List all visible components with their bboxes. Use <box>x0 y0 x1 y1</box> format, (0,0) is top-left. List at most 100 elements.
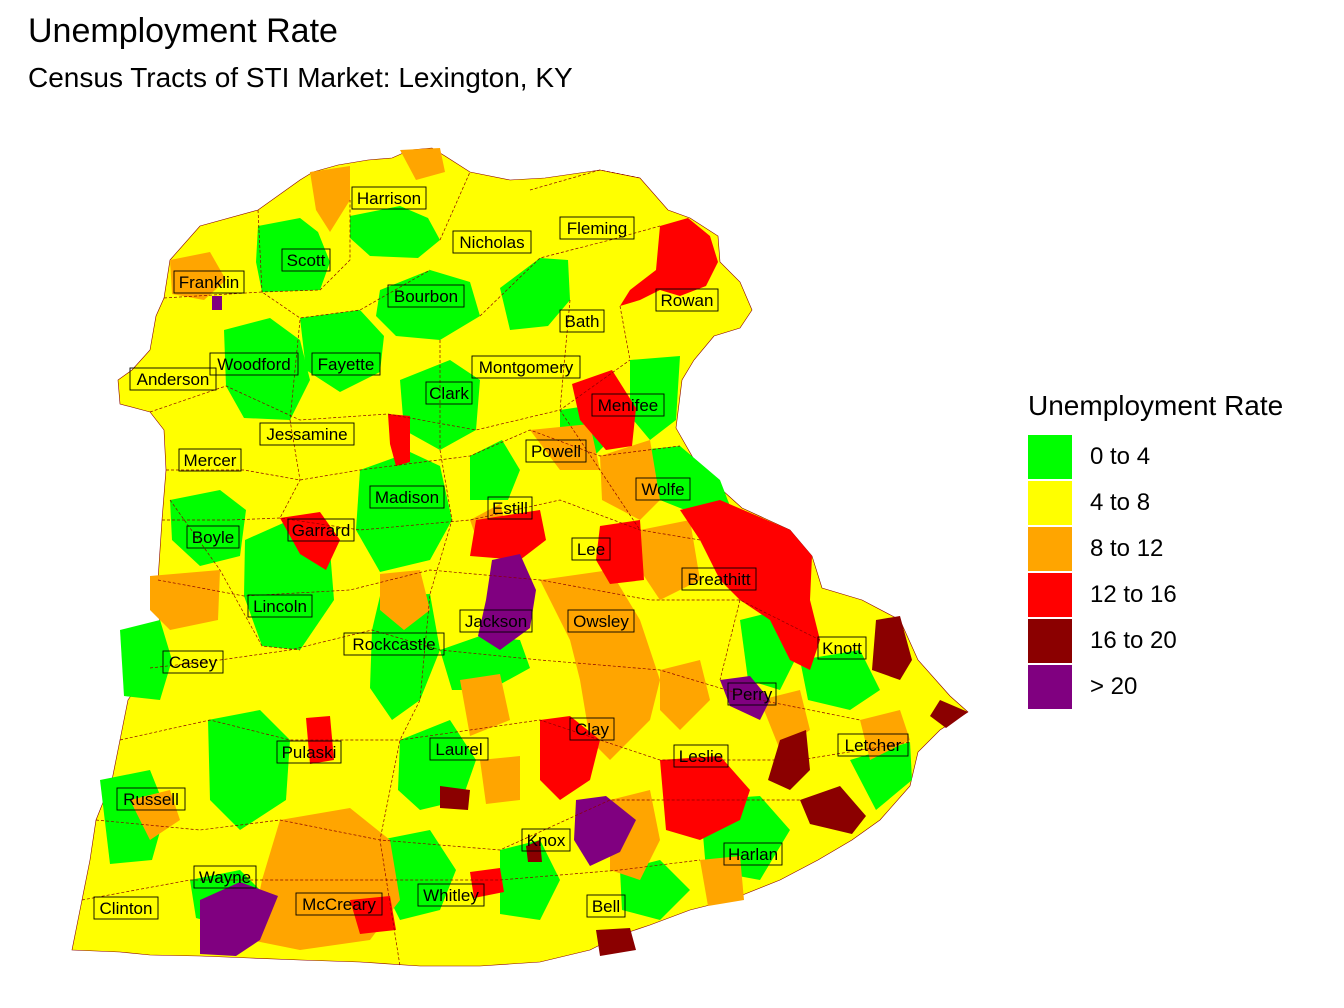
svg-text:Clark: Clark <box>429 384 469 403</box>
legend-label: > 20 <box>1090 673 1138 700</box>
svg-text:Nicholas: Nicholas <box>459 233 524 252</box>
legend-item: > 20 <box>1028 664 1283 710</box>
tracts-8-to-12 <box>130 148 910 950</box>
legend-label: 0 to 4 <box>1090 443 1151 470</box>
county-label: Montgomery <box>471 355 581 379</box>
svg-text:Knott: Knott <box>822 639 862 658</box>
svg-text:Jackson: Jackson <box>465 612 527 631</box>
legend-items: 0 to 4 4 to 8 8 to 12 12 to 16 16 to 20 … <box>1028 434 1283 710</box>
county-label: Bell <box>586 894 626 918</box>
svg-text:Clinton: Clinton <box>100 899 153 918</box>
svg-text:Boyle: Boyle <box>192 528 235 547</box>
legend: Unemployment Rate 0 to 4 4 to 8 8 to 12 … <box>1028 390 1283 710</box>
svg-text:Franklin: Franklin <box>179 273 239 292</box>
legend-item: 8 to 12 <box>1028 526 1283 572</box>
county-label: Laurel <box>429 737 489 761</box>
svg-text:Powell: Powell <box>531 442 581 461</box>
svg-text:Madison: Madison <box>375 488 439 507</box>
svg-text:Casey: Casey <box>169 653 218 672</box>
county-label: Perry <box>727 682 777 706</box>
svg-text:Fayette: Fayette <box>318 355 375 374</box>
svg-text:Laurel: Laurel <box>435 740 482 759</box>
county-label: McCreary <box>295 892 383 916</box>
map-title: Unemployment Rate <box>28 12 338 50</box>
county-label: Estill <box>487 496 533 520</box>
county-label: Lee <box>571 537 611 561</box>
svg-text:Anderson: Anderson <box>137 370 210 389</box>
county-label: Letcher <box>837 733 909 757</box>
legend-swatch <box>1028 665 1072 709</box>
svg-text:Rowan: Rowan <box>661 291 714 310</box>
svg-text:Scott: Scott <box>287 251 326 270</box>
county-label: Knott <box>817 636 867 660</box>
svg-text:Fleming: Fleming <box>567 219 627 238</box>
county-label: Breathitt <box>681 567 757 591</box>
legend-label: 4 to 8 <box>1090 489 1151 516</box>
county-label: Bourbon <box>387 284 465 308</box>
legend-swatch <box>1028 435 1072 479</box>
county-label: Nicholas <box>452 230 532 254</box>
choropleth-map: Harrison Fleming Nicholas Scott Franklin… <box>71 147 969 967</box>
legend-item: 0 to 4 <box>1028 434 1283 480</box>
svg-text:Montgomery: Montgomery <box>479 358 574 377</box>
county-label: Russell <box>116 787 186 811</box>
svg-text:McCreary: McCreary <box>302 895 376 914</box>
svg-text:Lincoln: Lincoln <box>253 597 307 616</box>
legend-item: 12 to 16 <box>1028 572 1283 618</box>
county-label: Owsley <box>567 609 635 633</box>
svg-text:Wayne: Wayne <box>199 868 251 887</box>
svg-text:Harlan: Harlan <box>728 845 778 864</box>
county-label: Fleming <box>559 216 635 240</box>
svg-text:Knox: Knox <box>527 831 566 850</box>
svg-text:Perry: Perry <box>732 685 773 704</box>
svg-text:Wolfe: Wolfe <box>641 480 684 499</box>
county-label: Jessamine <box>259 422 355 446</box>
legend-swatch <box>1028 527 1072 571</box>
county-label: Clinton <box>93 896 159 920</box>
county-label: Garrard <box>287 518 355 542</box>
svg-text:Mercer: Mercer <box>184 451 237 470</box>
county-label: Madison <box>369 485 445 509</box>
county-label: Rockcastle <box>343 632 445 656</box>
county-label: Boyle <box>186 525 240 549</box>
svg-text:Rockcastle: Rockcastle <box>352 635 435 654</box>
svg-text:Bourbon: Bourbon <box>394 287 458 306</box>
county-label: Anderson <box>129 367 217 391</box>
county-label: Wayne <box>193 865 257 889</box>
tracts-over-20 <box>200 296 770 956</box>
legend-item: 4 to 8 <box>1028 480 1283 526</box>
county-label: Whitley <box>417 883 485 907</box>
svg-text:Lee: Lee <box>577 540 605 559</box>
county-label: Fayette <box>311 352 381 376</box>
county-label: Bath <box>559 309 605 333</box>
legend-title: Unemployment Rate <box>1028 390 1284 421</box>
legend-item: 16 to 20 <box>1028 618 1283 664</box>
county-label: Powell <box>525 439 587 463</box>
svg-text:Harrison: Harrison <box>357 189 421 208</box>
svg-text:Jessamine: Jessamine <box>266 425 347 444</box>
county-label: Rowan <box>655 288 719 312</box>
legend-swatch <box>1028 619 1072 663</box>
svg-text:Bell: Bell <box>592 897 620 916</box>
county-label: Franklin <box>173 270 245 294</box>
county-label: Lincoln <box>247 594 313 618</box>
legend-label: 16 to 20 <box>1090 627 1177 654</box>
county-label: Clark <box>425 381 473 405</box>
county-label: Wolfe <box>635 477 691 501</box>
county-labels: Harrison Fleming Nicholas Scott Franklin… <box>93 186 909 920</box>
county-label: Harrison <box>351 186 427 210</box>
svg-text:Estill: Estill <box>492 499 528 518</box>
county-label: Casey <box>162 650 224 674</box>
county-label: Harlan <box>723 842 783 866</box>
svg-text:Breathitt: Breathitt <box>687 570 751 589</box>
svg-text:Whitley: Whitley <box>423 886 479 905</box>
svg-text:Russell: Russell <box>123 790 179 809</box>
tracts-16-to-20 <box>440 616 968 956</box>
svg-text:Owsley: Owsley <box>573 612 629 631</box>
svg-text:Clay: Clay <box>575 720 610 739</box>
svg-text:Menifee: Menifee <box>598 396 658 415</box>
legend-label: 8 to 12 <box>1090 535 1164 562</box>
county-label: Woodford <box>209 352 299 376</box>
tracts-12-to-16 <box>280 218 820 934</box>
svg-text:Garrard: Garrard <box>292 521 351 540</box>
